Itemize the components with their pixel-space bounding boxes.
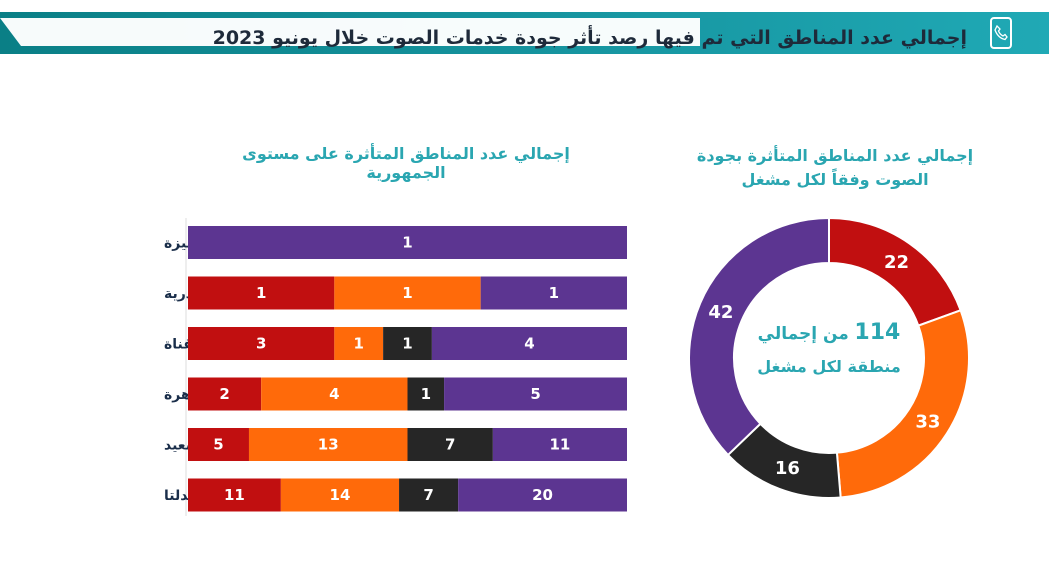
bar-value-label: 1: [549, 284, 559, 302]
bar-value-label: 4: [329, 385, 339, 403]
bar-segment-red: [188, 428, 249, 461]
bar-value-label: 20: [532, 486, 553, 504]
bar-value-label: 1: [354, 335, 364, 353]
bar-value-label: 7: [445, 436, 455, 454]
bar-segment-purple: [444, 377, 627, 411]
bar-value-label: 11: [549, 436, 570, 454]
bar-segment-purple: [458, 478, 627, 512]
bar-segment-purple: [431, 327, 627, 360]
donut-chart-title: إجمالي عدد المناطق المتأثرة بجودة الصوت …: [695, 144, 975, 192]
bar-segment-dark: [407, 377, 445, 411]
center-total-suffix: منطقة لكل مشغل: [757, 357, 901, 376]
center-total-value: 114: [854, 320, 901, 345]
bar-value-label: 13: [318, 436, 339, 454]
donut-slice-label: 42: [708, 302, 733, 323]
bar-value-label: 5: [530, 385, 540, 403]
bar-value-label: 1: [421, 385, 431, 403]
donut-center-total: 114 من إجمالي منطقة لكل مشغل: [729, 320, 929, 376]
bar-segment-purple: [188, 226, 627, 259]
donut-slice-label: 16: [775, 458, 800, 479]
bar-value-label: 1: [402, 284, 412, 302]
page-title: إجمالي عدد المناطق التي تم فيها رصد تأثر…: [212, 27, 967, 49]
bar-segment-red: [188, 377, 262, 411]
bar-value-label: 11: [224, 486, 245, 504]
phone-icon: [990, 17, 1012, 49]
bar-value-label: 1: [402, 335, 412, 353]
donut-slice: [835, 309, 970, 499]
bar-value-label: 5: [213, 436, 223, 454]
bar-segment-orange: [248, 428, 408, 461]
bar-segment-red: [188, 478, 281, 512]
bar-segment-orange: [261, 377, 408, 411]
bar-segment-orange: [334, 276, 481, 310]
header-title-strip: [0, 18, 700, 46]
bar-segment-red: [188, 276, 335, 310]
donut-title-line2: الصوت وفقاً لكل مشغل: [741, 170, 929, 189]
bar-segment-dark: [399, 478, 459, 512]
phone-handset-icon: [994, 25, 1008, 41]
bar-segment-purple: [480, 276, 627, 310]
stacked-bar-chart: الجيزة1الإسكندرية111القناة3114القاهرة241…: [164, 218, 627, 516]
bar-segment-orange: [334, 327, 384, 360]
donut-slice-label: 22: [884, 252, 909, 273]
bar-segment-red: [188, 327, 335, 360]
donut-chart: 22 33 16 42: [688, 216, 970, 499]
center-total-prefix: من إجمالي: [757, 324, 849, 344]
bar-segment-dark: [407, 428, 493, 461]
bar-value-label: 1: [256, 284, 266, 302]
bar-value-label: 4: [524, 335, 534, 353]
bar-value-label: 1: [402, 234, 412, 252]
bar-value-label: 7: [423, 486, 433, 504]
donut-slice-label: 33: [915, 411, 940, 432]
bar-segment-dark: [383, 327, 432, 360]
donut-slice: [688, 216, 830, 457]
bar-segment-purple: [492, 428, 627, 461]
bar-value-label: 14: [330, 486, 351, 504]
bar-segment-orange: [280, 478, 400, 512]
donut-title-line1: إجمالي عدد المناطق المتأثرة بجودة: [696, 146, 974, 165]
bar-chart-title: إجمالي عدد المناطق المتأثرة على مستوى ال…: [242, 144, 570, 182]
bar-value-label: 2: [219, 385, 229, 403]
bar-value-label: 3: [256, 335, 266, 353]
